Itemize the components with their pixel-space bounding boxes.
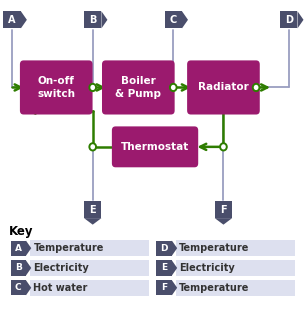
Polygon shape xyxy=(26,280,31,295)
Circle shape xyxy=(253,84,259,91)
Text: D: D xyxy=(285,15,293,25)
Text: On-off
switch: On-off switch xyxy=(37,76,75,99)
Polygon shape xyxy=(298,11,303,28)
Text: C: C xyxy=(15,283,22,292)
FancyBboxPatch shape xyxy=(30,240,149,256)
Text: Hot water: Hot water xyxy=(33,283,88,293)
FancyBboxPatch shape xyxy=(11,241,26,256)
FancyBboxPatch shape xyxy=(11,280,26,295)
Text: E: E xyxy=(89,205,96,214)
Circle shape xyxy=(89,84,96,91)
Text: F: F xyxy=(161,283,167,292)
FancyBboxPatch shape xyxy=(157,241,172,256)
Polygon shape xyxy=(215,218,232,225)
FancyBboxPatch shape xyxy=(102,60,174,115)
FancyBboxPatch shape xyxy=(280,11,298,28)
Polygon shape xyxy=(102,11,107,28)
FancyBboxPatch shape xyxy=(176,280,295,296)
Text: Temperature: Temperature xyxy=(179,283,250,293)
FancyBboxPatch shape xyxy=(176,260,295,276)
Text: Electricity: Electricity xyxy=(179,263,235,273)
Text: D: D xyxy=(161,244,168,253)
Text: B: B xyxy=(15,263,22,273)
Polygon shape xyxy=(84,218,102,225)
Text: Thermostat: Thermostat xyxy=(121,142,189,152)
Text: A: A xyxy=(9,15,16,25)
FancyBboxPatch shape xyxy=(20,60,92,115)
FancyBboxPatch shape xyxy=(84,201,102,218)
FancyBboxPatch shape xyxy=(164,11,182,28)
Text: B: B xyxy=(89,15,96,25)
FancyBboxPatch shape xyxy=(112,126,198,167)
FancyBboxPatch shape xyxy=(157,280,172,295)
Polygon shape xyxy=(172,280,177,295)
Polygon shape xyxy=(26,241,31,256)
Polygon shape xyxy=(21,11,27,28)
Text: Temperature: Temperature xyxy=(33,243,104,253)
Text: Temperature: Temperature xyxy=(179,243,250,253)
FancyBboxPatch shape xyxy=(11,260,26,276)
Circle shape xyxy=(89,143,96,150)
FancyBboxPatch shape xyxy=(30,280,149,296)
FancyBboxPatch shape xyxy=(215,201,232,218)
Polygon shape xyxy=(172,241,177,256)
Text: A: A xyxy=(15,244,22,253)
Polygon shape xyxy=(172,260,177,276)
FancyBboxPatch shape xyxy=(176,240,295,256)
Text: C: C xyxy=(170,15,177,25)
FancyBboxPatch shape xyxy=(187,60,260,115)
FancyBboxPatch shape xyxy=(30,260,149,276)
Text: Boiler
& Pump: Boiler & Pump xyxy=(115,76,161,99)
FancyBboxPatch shape xyxy=(84,11,102,28)
Polygon shape xyxy=(26,260,31,276)
Text: E: E xyxy=(161,263,167,273)
Text: Electricity: Electricity xyxy=(33,263,89,273)
Polygon shape xyxy=(182,11,188,28)
Text: F: F xyxy=(220,205,227,214)
Text: Radiator: Radiator xyxy=(198,82,249,92)
FancyBboxPatch shape xyxy=(157,260,172,276)
FancyBboxPatch shape xyxy=(3,11,21,28)
Text: Key: Key xyxy=(9,224,34,238)
Circle shape xyxy=(220,143,227,150)
Circle shape xyxy=(170,84,177,91)
